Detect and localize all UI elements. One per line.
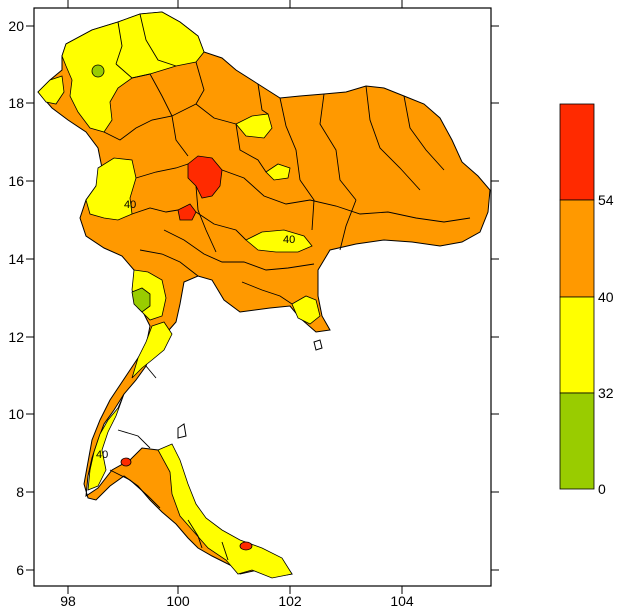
central-red-zone-upper: [187, 155, 223, 199]
y-tick-14: 14: [8, 251, 24, 267]
contour-label-peninsula: 40: [96, 449, 108, 461]
y-axis: 20 18 16 14 12 10 8 6: [8, 18, 499, 578]
legend-bin-yellow: [559, 296, 595, 394]
east-coast-islet: [313, 339, 323, 351]
northeast-yellow-zone: [235, 113, 273, 139]
northwest-yellow-zone: [37, 75, 65, 105]
x-tick-104: 104: [390, 593, 414, 609]
legend-bin-green: [559, 392, 595, 490]
isthmus-yellow-zone: [131, 321, 173, 379]
x-tick-100: 100: [166, 593, 190, 609]
y-tick-12: 12: [8, 329, 24, 345]
central-red-zone-lower: [177, 203, 197, 221]
y-tick-18: 18: [8, 95, 24, 111]
y-tick-20: 20: [8, 18, 24, 34]
map-frame: [33, 7, 492, 587]
legend-label-32: 32: [598, 385, 614, 401]
legend-bin-orange: [559, 199, 595, 298]
central-yellow-strip: [245, 229, 313, 253]
southeast-red-spot: [239, 541, 253, 551]
central-yellow-spot: [265, 163, 291, 181]
y-tick-6: 6: [16, 562, 24, 578]
southern-red-spot: [120, 457, 132, 467]
shaded-map-area: [37, 11, 491, 579]
legend-label-0: 0: [598, 481, 606, 497]
contour-label-central: 40: [283, 234, 295, 246]
legend-label-54: 54: [598, 192, 614, 208]
peninsula-west-yellow-zone: [87, 393, 125, 491]
southeast-yellow-zone: [291, 295, 321, 325]
peninsula-east-yellow-zone: [157, 443, 293, 579]
mainland-orange-region: [37, 11, 491, 577]
x-tick-98: 98: [60, 593, 76, 609]
southwest-green-spot: [131, 287, 151, 313]
contour-label-west: 40: [124, 199, 136, 211]
legend-bin-red: [559, 103, 595, 201]
x-axis: 98 100 102 104: [60, 0, 414, 609]
y-tick-10: 10: [8, 406, 24, 422]
y-tick-8: 8: [16, 484, 24, 500]
legend-label-40: 40: [598, 289, 614, 305]
west-yellow-zone: [85, 157, 137, 221]
legend: 54 40 32 0: [559, 103, 614, 497]
x-tick-102: 102: [278, 593, 302, 609]
province-borders: [103, 13, 471, 561]
north-green-spot: [91, 64, 105, 78]
gulf-islands: [177, 423, 187, 439]
y-tick-16: 16: [8, 173, 24, 189]
